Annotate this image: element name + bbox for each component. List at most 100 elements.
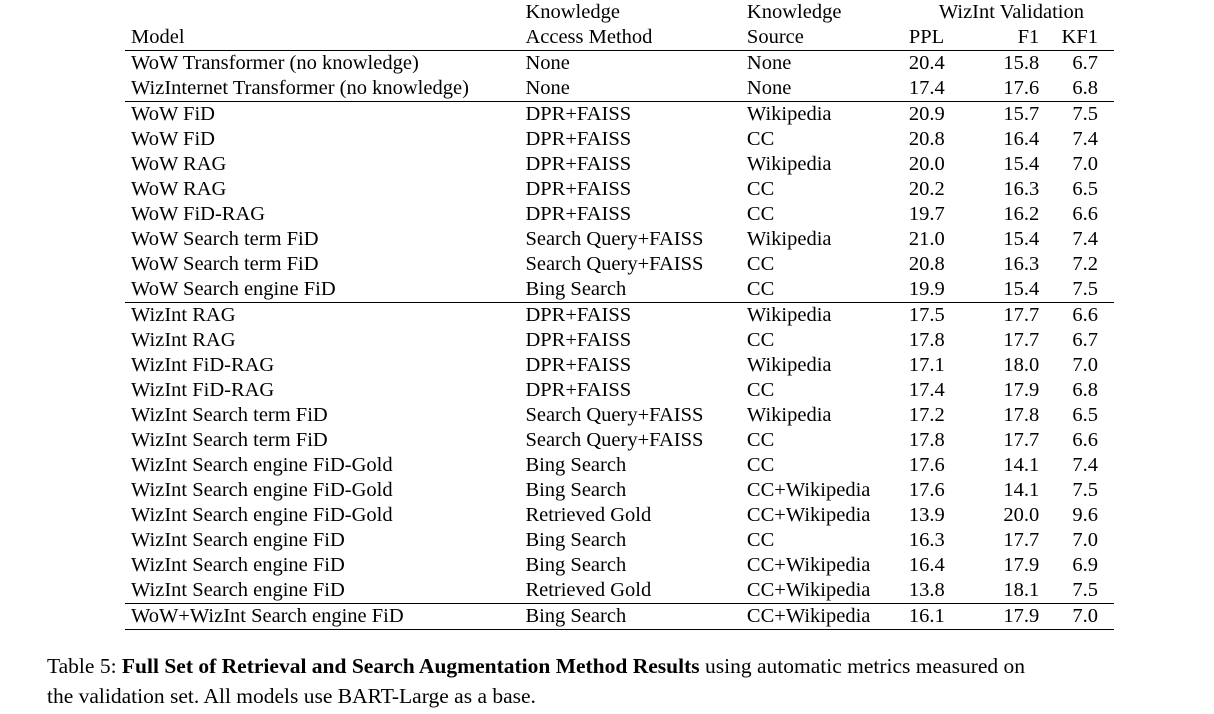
cell-source: CC+Wikipedia [746,578,909,604]
cell-ppl: 20.9 [908,103,945,125]
cell-kf1: 6.7 [1072,329,1098,351]
cell-kf1: 7.5 [1039,578,1114,604]
cell-method: Bing Search [525,554,627,576]
cell-method: DPR+FAISS [525,304,632,326]
cell-model: WoW FiD [131,128,215,150]
table-row: WoW RAG DPR+FAISS CC 20.2 16.3 6.5 [125,177,1114,202]
cell-ppl: 20.2 [908,178,945,200]
cell-method: Search Query+FAISS [525,404,704,426]
cell-source: CC+Wikipedia [746,603,909,630]
cell-source: None [746,52,792,74]
cell-kf1: 7.0 [1072,529,1098,551]
cell-model: WizInt Search engine FiD [125,578,526,604]
caption-text-line2: the validation set. All models use BART-… [47,684,536,708]
cell-source: Wikipedia [746,404,832,426]
header-group: WizInt Validation [938,1,1084,23]
cell-model: WizInt Search engine FiD-Gold [131,479,393,501]
table-row: WoW Search engine FiD Bing Search CC 19.9 15… [125,277,1114,303]
cell-method: Bing Search [525,454,627,476]
cell-method: None [525,76,747,102]
results-table: Knowledge Knowledge WizInt Validation Mo… [125,0,1114,630]
table-row: WizInt Search engine FiD Retrieved Gold CC… [125,578,1114,604]
cell-model: WizInt Search term FiD [131,429,328,451]
table-row: WoW Search term FiD Search Query+FAISS CC 2… [125,252,1114,277]
cell-ppl: 20.4 [908,52,945,74]
cell-model: WizInt FiD-RAG [131,379,275,401]
cell-model: WoW RAG [131,178,227,200]
cell-ppl: 20.8 [908,128,945,150]
cell-kf1: 6.6 [1072,304,1098,326]
table-row: WoW Search term FiD Search Query+FAISS Wik… [125,227,1114,252]
cell-f1: 15.4 [973,277,1040,303]
cell-model: WizInt Search engine FiD-Gold [131,504,393,526]
cell-ppl: 16.3 [908,529,945,551]
cell-model: WoW Search term FiD [131,253,319,275]
table-row: WizInt Search engine FiD Bing Search CC+Wi… [125,553,1114,578]
cell-method: DPR+FAISS [525,103,632,125]
cell-model: WizInt RAG [131,329,236,351]
cell-kf1: 6.8 [1072,379,1098,401]
cell-source: CC [746,128,775,150]
cell-model: WoW Transformer (no knowledge) [131,52,419,74]
cell-kf1: 6.8 [1039,76,1114,102]
cell-source: CC [746,253,775,275]
table-row: WizInt Search engine FiD-Gold Retrieved G… [125,503,1114,528]
cell-ppl: 19.7 [908,203,945,225]
cell-f1: 15.4 [1003,153,1040,175]
table-row: WoW RAG DPR+FAISS Wikipedia 20.0 15.4 7.0 [125,152,1114,177]
cell-method: DPR+FAISS [525,329,632,351]
cell-source: Wikipedia [746,103,832,125]
caption-label: Table 5: [47,654,117,678]
cell-method: Bing Search [525,277,747,303]
cell-f1: 16.2 [1003,203,1040,225]
cell-kf1: 7.0 [1039,603,1114,630]
cell-ppl: 17.4 [908,76,974,102]
cell-f1: 17.7 [1003,529,1040,551]
cell-f1: 14.1 [1003,479,1040,501]
cell-ppl: 17.2 [908,404,945,426]
cell-f1: 17.7 [1003,329,1040,351]
cell-ppl: 20.0 [908,153,945,175]
cell-ppl: 17.6 [908,479,945,501]
caption-title: Full Set of Retrieval and Search Augment… [121,654,700,678]
cell-kf1: 6.6 [1072,429,1098,451]
header-model: Model [125,25,526,51]
header-f1: F1 [973,25,1040,51]
header-method-line2: Access Method [525,25,747,51]
cell-f1: 14.1 [1003,454,1040,476]
cell-kf1: 6.9 [1072,554,1098,576]
cell-f1: 17.7 [1003,304,1040,326]
cell-method: Bing Search [525,479,627,501]
cell-ppl: 17.1 [908,354,945,376]
cell-f1: 18.1 [973,578,1040,604]
cell-kf1: 6.6 [1072,203,1098,225]
table-row: WizInt Search engine FiD-Gold Bing Search… [125,453,1114,478]
cell-method: Retrieved Gold [525,578,747,604]
table-row: WoW FiD-RAG DPR+FAISS CC 19.7 16.2 6.6 [125,202,1114,227]
cell-ppl: 21.0 [908,228,945,250]
cell-method: Search Query+FAISS [525,429,704,451]
cell-kf1: 6.5 [1072,178,1098,200]
cell-source: CC [746,454,775,476]
cell-source: CC [746,277,909,303]
header-method-line1: Knowledge [525,1,620,23]
table-row: WizInt FiD-RAG DPR+FAISS CC 17.4 17.9 6.8 [125,378,1114,403]
header-source-line1: Knowledge [746,1,842,23]
table-body: WoW Transformer (no knowledge) None None 20… [125,51,1114,630]
table-row: WizInt Search term FiD Search Query+FAISS… [125,403,1114,428]
cell-kf1: 7.5 [1072,479,1098,501]
cell-ppl: 16.1 [908,603,974,630]
cell-f1: 16.3 [1003,253,1040,275]
cell-method: DPR+FAISS [525,178,632,200]
cell-model: WoW RAG [131,153,227,175]
header-source-line2: Source [746,25,909,51]
cell-model: WoW FiD-RAG [131,203,266,225]
cell-model: WizInt Search term FiD [131,404,328,426]
cell-kf1: 7.5 [1072,103,1098,125]
cell-model: WizInternet Transformer (no knowledge) [125,76,526,102]
cell-model: WoW+WizInt Search engine FiD [125,603,526,630]
cell-method: None [525,52,570,74]
cell-f1: 18.0 [1003,354,1040,376]
table-row: WizInt Search term FiD Search Query+FAISS… [125,428,1114,453]
cell-method: Bing Search [525,603,747,630]
